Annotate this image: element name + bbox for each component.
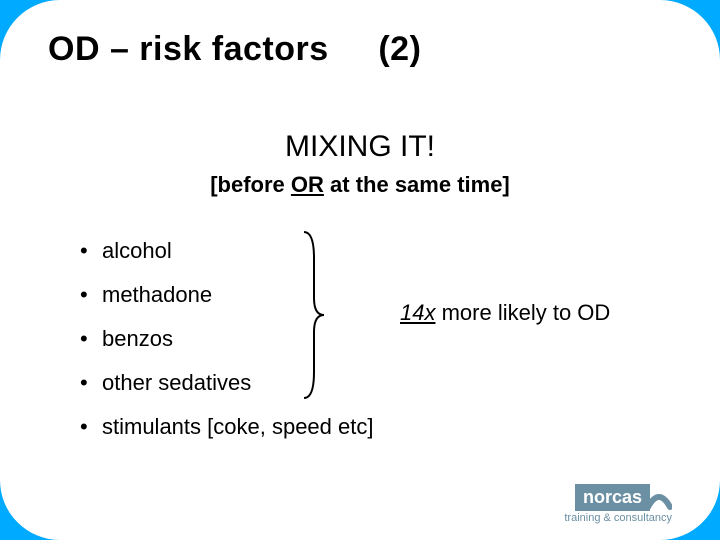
subheading: [before OR at the same time] — [0, 172, 720, 198]
title-main: OD – risk factors — [48, 30, 329, 68]
callout-emphasis: 14x — [400, 300, 435, 325]
bullet-text: stimulants [coke, speed etc] — [102, 414, 373, 439]
list-item: methadone — [80, 282, 373, 308]
list-item: stimulants [coke, speed etc] — [80, 414, 373, 440]
subheading-prefix: [before — [210, 172, 291, 197]
logo-main-row: norcas — [575, 484, 672, 511]
subheading-suffix: at the same time] — [324, 172, 510, 197]
callout-rest: more likely to OD — [435, 300, 610, 325]
list-item: alcohol — [80, 238, 373, 264]
heading: MIXING IT! — [0, 130, 720, 164]
list-item: benzos — [80, 326, 373, 352]
title-suffix: (2) — [378, 30, 421, 68]
list-item: other sedatives — [80, 370, 373, 396]
subheading-underlined: OR — [291, 172, 324, 197]
bullet-text: methadone — [102, 282, 212, 307]
bullet-text: benzos — [102, 326, 173, 351]
slide-frame: OD – risk factors (2) MIXING IT! [before… — [0, 0, 720, 540]
logo-name: norcas — [575, 484, 650, 511]
bullet-text: other sedatives — [102, 370, 251, 395]
logo-tagline: training & consultancy — [564, 512, 672, 524]
slide-title: OD – risk factors (2) — [48, 30, 421, 69]
logo: norcas training & consultancy — [564, 484, 672, 524]
bullet-text: alcohol — [102, 238, 172, 263]
curly-brace-icon — [300, 228, 328, 402]
callout-text: 14x more likely to OD — [400, 300, 610, 326]
logo-arc-icon — [646, 487, 672, 509]
bullet-list: alcohol methadone benzos other sedatives… — [80, 238, 373, 458]
